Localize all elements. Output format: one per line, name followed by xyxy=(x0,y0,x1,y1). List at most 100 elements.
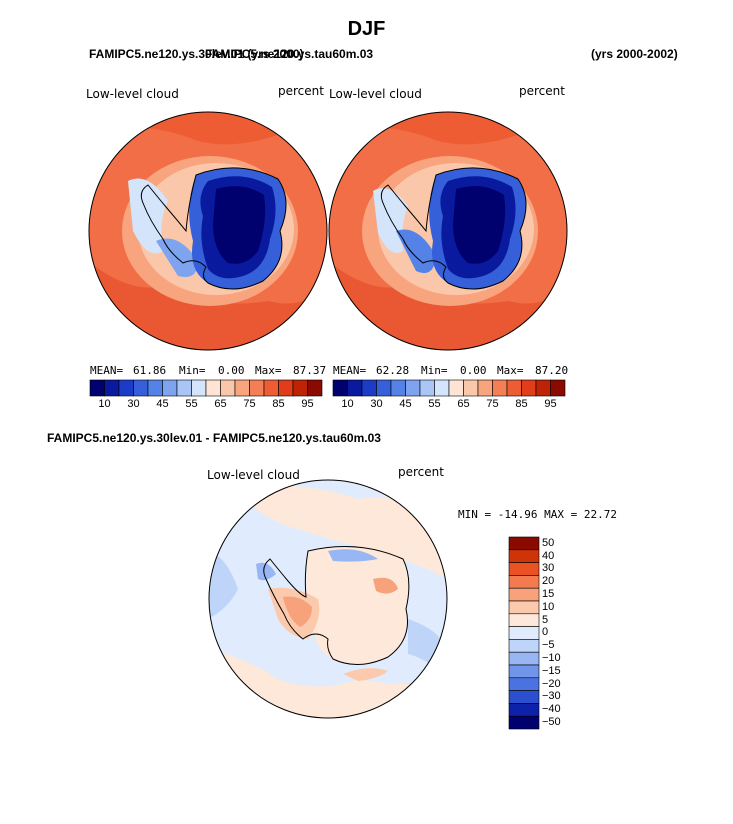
colorbar-swatch xyxy=(133,379,149,397)
colorbar-swatch xyxy=(205,379,221,397)
panel1-mean-label: MEAN= xyxy=(90,364,124,377)
diff-colorbar-ticks: 50 40 30 20 15 10 5 0 −5 −10 −15 −20 −30 −40 −50 xyxy=(542,537,582,729)
panel1-min-label: Min= xyxy=(179,364,206,377)
colorbar-swatch xyxy=(506,379,522,397)
colorbar-swatch xyxy=(89,379,105,397)
colorbar-swatch xyxy=(104,379,120,397)
colorbar-swatch xyxy=(521,379,537,397)
panel1-colorbar xyxy=(89,379,323,397)
colorbar-swatch xyxy=(508,613,540,627)
colorbar-swatch xyxy=(292,379,308,397)
colorbar-swatch xyxy=(463,379,479,397)
colorbar-swatch xyxy=(448,379,464,397)
colorbar-swatch xyxy=(176,379,192,397)
colorbar-tick-label: 65 xyxy=(214,398,227,410)
diff-polar-map xyxy=(208,479,448,719)
panel1-units-label: percent xyxy=(278,84,324,98)
colorbar-tick-label: 30 xyxy=(127,398,140,410)
colorbar-swatch xyxy=(508,600,540,615)
panel1-colorbar-ticks: 10 30 45 55 65 75 85 95 xyxy=(90,398,322,412)
colorbar-tick-label: −20 xyxy=(542,677,561,690)
panel2-max-label: Max= xyxy=(497,364,524,377)
panel2-field-label: Low-level cloud xyxy=(329,87,422,101)
colorbar-swatch xyxy=(508,690,540,704)
colorbar-swatch xyxy=(535,379,551,397)
colorbar-swatch xyxy=(263,379,279,397)
colorbar-swatch xyxy=(347,379,363,397)
colorbar-tick-label: 85 xyxy=(272,398,285,410)
panel2-colorbar xyxy=(332,379,566,397)
panel1-max-label: Max= xyxy=(255,364,282,377)
colorbar-tick-label: 15 xyxy=(542,588,555,600)
colorbar-tick-label: −10 xyxy=(542,652,561,664)
panel1-polar-map xyxy=(88,111,328,351)
colorbar-swatch xyxy=(191,379,207,397)
colorbar-swatch xyxy=(508,677,540,691)
years-header: (yrs 2000-2002) xyxy=(591,47,678,61)
colorbar-swatch xyxy=(508,575,540,589)
colorbar-tick-label: −40 xyxy=(542,703,561,716)
panel2-mean-value: 62.28 xyxy=(376,364,410,377)
diff-header: FAMIPC5.ne120.ys.30lev.01 - FAMIPC5.ne12… xyxy=(47,431,381,445)
colorbar-tick-label: 30 xyxy=(370,398,383,410)
colorbar-tick-label: −50 xyxy=(542,716,561,728)
colorbar-tick-label: 75 xyxy=(486,398,499,410)
colorbar-swatch xyxy=(477,379,493,397)
diff-units-label: percent xyxy=(398,465,444,479)
colorbar-swatch xyxy=(147,379,163,397)
colorbar-swatch xyxy=(162,379,178,397)
colorbar-swatch xyxy=(508,664,540,679)
colorbar-tick-label: 65 xyxy=(457,398,470,410)
colorbar-tick-label: −15 xyxy=(542,664,561,677)
panel2-polar-map xyxy=(328,111,568,351)
colorbar-swatch xyxy=(508,562,540,576)
panel2-max-value: 87.20 xyxy=(535,364,569,377)
colorbar-swatch xyxy=(307,379,323,397)
case-header-a: FAMIPC5.ne120.ys.30lev.01 (yrs 2000) xyxy=(89,47,304,61)
colorbar-swatch xyxy=(390,379,406,397)
panel1-max-value: 87.37 xyxy=(293,364,327,377)
page-title: DJF xyxy=(347,18,386,40)
panel1-mean-value: 61.86 xyxy=(133,364,167,377)
colorbar-tick-label: 10 xyxy=(542,600,555,613)
colorbar-swatch xyxy=(508,536,540,551)
colorbar-tick-label: 95 xyxy=(544,398,557,410)
colorbar-swatch xyxy=(249,379,265,397)
colorbar-tick-label: 10 xyxy=(341,398,354,410)
colorbar-swatch xyxy=(508,715,540,730)
colorbar-swatch xyxy=(118,379,134,397)
colorbar-tick-label: 55 xyxy=(185,398,198,410)
panel2-min-value: 0.00 xyxy=(460,364,487,377)
colorbar-tick-label: 55 xyxy=(428,398,441,410)
colorbar-tick-label: 30 xyxy=(542,562,555,575)
panel1-min-value: 0.00 xyxy=(218,364,245,377)
colorbar-tick-label: 20 xyxy=(542,575,555,588)
colorbar-tick-label: 45 xyxy=(399,398,412,410)
colorbar-tick-label: 95 xyxy=(301,398,314,410)
colorbar-tick-label: 45 xyxy=(156,398,169,410)
colorbar-swatch xyxy=(332,379,348,397)
colorbar-swatch xyxy=(508,587,540,602)
colorbar-swatch xyxy=(434,379,450,397)
panel2-colorbar-ticks: 10 30 45 55 65 75 85 95 xyxy=(333,398,565,412)
panel2-min-label: Min= xyxy=(421,364,448,377)
colorbar-tick-label: −5 xyxy=(542,639,555,652)
colorbar-swatch xyxy=(376,379,392,397)
colorbar-swatch xyxy=(492,379,508,397)
panel1-field-label: Low-level cloud xyxy=(86,87,179,101)
colorbar-swatch xyxy=(508,651,540,666)
colorbar-tick-label: 5 xyxy=(542,613,549,626)
colorbar-swatch xyxy=(550,379,566,397)
colorbar-swatch xyxy=(419,379,435,397)
diff-field-label: Low-level cloud xyxy=(207,468,300,482)
colorbar-swatch xyxy=(278,379,294,397)
colorbar-tick-label: 50 xyxy=(542,536,555,549)
colorbar-swatch xyxy=(234,379,250,397)
colorbar-tick-label: 85 xyxy=(515,398,528,410)
colorbar-swatch xyxy=(405,379,421,397)
diff-colorbar xyxy=(508,536,540,730)
colorbar-swatch xyxy=(508,626,540,640)
panel2-mean-label: MEAN= xyxy=(333,364,367,377)
colorbar-swatch xyxy=(220,379,236,397)
colorbar-swatch xyxy=(361,379,377,397)
